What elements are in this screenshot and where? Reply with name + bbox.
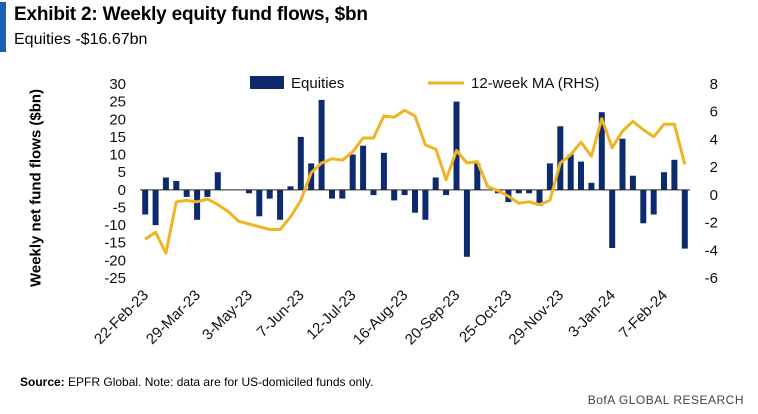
legend-label-ma: 12-week MA (RHS) [471,75,599,92]
bar-equities [671,159,678,190]
bar-equities [173,181,180,190]
right-tick-label: -6 [705,270,718,287]
bar-equities [578,161,584,190]
bar-equities [318,99,325,190]
bar-equities [567,154,574,190]
bar-equities [266,189,273,199]
bar-equities [619,138,626,190]
bar-equities [463,189,470,257]
left-tick-label: -10 [104,217,126,234]
source-text: EPFR Global. Note: data are for US-domic… [68,375,374,389]
legend-swatch-equities [250,76,284,89]
source-label: Source: [20,375,65,389]
left-tick-label: 30 [109,76,126,93]
bar-equities [588,182,595,190]
x-tick-label: 7-Feb-24 [616,287,671,342]
right-tick-label: 2 [710,159,718,176]
bar-equities [329,189,335,199]
bar-equities [391,189,398,201]
left-tick-label: 0 [118,182,126,199]
bar-equities [297,136,304,190]
title-accent-bar [0,2,6,52]
legend: Equities 12-week MA (RHS) [250,75,599,92]
bar-equities [526,189,533,194]
bar-equities [183,189,190,197]
bar-equities [277,189,284,220]
left-tick-label: 25 [109,94,126,111]
bar-equities [661,172,667,190]
bar-equities [609,189,616,248]
right-axis-ticks: 8 6 4 2 0 -2 -4 -6 [705,76,718,287]
bar-equities [515,189,522,194]
bar-equities [681,189,688,249]
bar-equities [194,189,201,220]
x-tick-label: 29-Mar-23 [143,287,204,348]
bar-equities [152,189,159,226]
bar-equities [380,152,387,190]
bar-equities [443,189,450,196]
bar-equities [432,177,439,190]
x-tick-label: 16-Aug-23 [350,287,412,349]
chart-title: Exhibit 2: Weekly equity fund flows, $bn [14,4,368,25]
bar-equities [204,189,211,197]
bar-equities [629,175,636,190]
x-tick-label: 29-Nov-23 [506,287,568,349]
x-tick-label: 20-Sep-23 [402,287,464,349]
bar-equities [598,112,605,190]
right-tick-label: 4 [710,131,718,148]
right-tick-label: 0 [710,187,718,204]
chart-subtitle: Equities -$16.67bn [14,31,148,48]
bar-equities [287,186,294,190]
bar-equities [339,189,346,199]
bar-equities [557,126,564,190]
bar-equities [412,189,418,213]
x-tick-label: 3-May-23 [199,287,256,344]
bar-equities [246,189,252,194]
right-tick-label: 8 [710,76,718,93]
bar-equities [349,154,356,190]
brand-label: BofA GLOBAL RESEARCH [587,393,744,407]
line-series-12wk-ma [144,108,687,255]
bar-equities [640,189,647,224]
bar-equities [142,189,149,215]
x-tick-label: 7-Jun-23 [254,287,308,341]
bar-equities [360,145,367,190]
left-tick-label: 15 [109,129,126,146]
left-tick-label: -25 [104,270,126,287]
x-tick-label: 22-Feb-23 [91,287,152,348]
left-tick-label: -20 [104,252,126,269]
right-tick-label: -4 [705,242,718,259]
bar-equities [650,189,657,215]
footer-source: Source: EPFR Global. Note: data are for … [20,375,373,389]
right-tick-label: 6 [710,104,718,121]
x-tick-label: 3-Jan-24 [565,287,619,341]
bar-equities [370,189,377,196]
bar-equities [214,172,221,190]
bar-equities [474,163,481,190]
bar-equities [546,163,553,190]
legend-label-equities: Equities [291,75,344,92]
right-tick-label: -2 [705,215,718,232]
bar-equities [256,189,263,217]
bar-equities [162,177,169,190]
left-tick-label: -5 [113,200,126,217]
bar-series-equities [142,99,688,257]
left-tick-label: 20 [109,111,126,128]
left-tick-label: 5 [118,164,126,181]
bar-equities [453,101,460,190]
bar-equities [422,189,429,220]
left-tick-label: -15 [104,235,126,252]
bar-equities [536,189,543,206]
x-axis-ticks: 22-Feb-2329-Mar-233-May-237-Jun-2312-Jul… [91,287,671,349]
bar-equities [401,189,408,196]
left-tick-label: 10 [109,147,126,164]
